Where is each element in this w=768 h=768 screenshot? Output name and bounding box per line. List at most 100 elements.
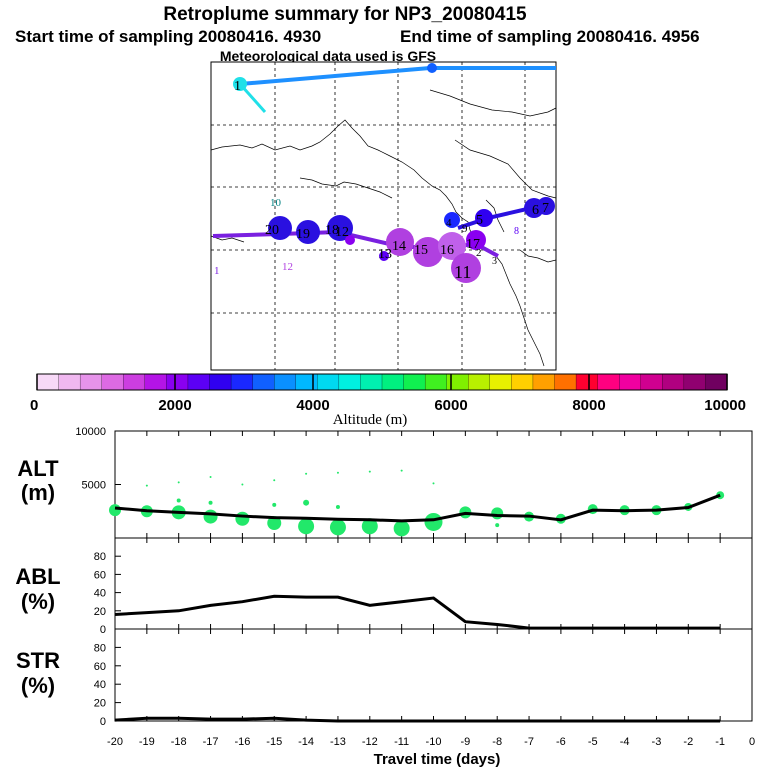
end-time-label: End time of sampling 20080416. 4956 <box>400 27 700 46</box>
str-y-tick-label: 80 <box>94 642 106 654</box>
abl-y-tick-label: 80 <box>94 551 106 563</box>
str-frame <box>114 628 753 722</box>
map-point <box>444 212 460 228</box>
colorbar-cell <box>360 373 383 391</box>
map-point <box>475 209 493 227</box>
map-label: 4 <box>446 217 452 229</box>
abl-label: ABL <box>15 564 60 589</box>
abl-y-tick-label: 40 <box>94 588 106 600</box>
colorbar-cell <box>230 373 254 391</box>
abl-y-tick-label: 60 <box>94 569 106 581</box>
map-label: 17 <box>466 237 480 252</box>
alt-scatter-point <box>303 499 310 506</box>
alt-scatter-point <box>495 523 500 528</box>
colorbar-cell <box>187 373 211 391</box>
map-label: 18 <box>325 223 339 238</box>
map-label: 20 <box>265 223 279 238</box>
map-label: 16 <box>440 243 454 258</box>
colorbar-cell <box>403 373 426 391</box>
colorbar-cell <box>252 373 275 391</box>
map-label: 12 <box>335 225 349 240</box>
alt-scatter-point <box>109 504 121 517</box>
alt-scatter-point <box>335 504 340 509</box>
str-unit: (%) <box>21 673 55 698</box>
colorbar-cell <box>144 373 168 391</box>
str-y-tick-label: 0 <box>100 716 106 728</box>
x-tick-label: -19 <box>139 736 155 748</box>
map-label: 7 <box>542 201 549 216</box>
str-line <box>114 716 721 723</box>
colorbar-cell <box>424 373 448 391</box>
x-tick-label: -6 <box>556 736 566 748</box>
colorbar-cell <box>166 373 189 391</box>
x-tick-label: -1 <box>715 736 725 748</box>
colorbar: 0 2000 4000 6000 8000 10000 Altitude (m) <box>30 373 746 428</box>
colorbar-cell <box>575 373 599 391</box>
trajectory-a-end <box>427 63 437 73</box>
x-tick-label: -7 <box>524 736 534 748</box>
alt-unit: (m) <box>21 480 55 505</box>
alt-scatter-point <box>177 481 180 484</box>
map-label: 5 <box>476 213 483 228</box>
colorbar-cell <box>209 373 232 391</box>
map-label: 15 <box>414 243 428 258</box>
map-label: 14 <box>392 239 406 254</box>
colorbar-cell <box>58 373 81 391</box>
alt-scatter-point <box>209 476 212 479</box>
str-y-tick-label: 20 <box>94 698 106 710</box>
coastlines <box>210 89 557 367</box>
alt-label: ALT <box>17 456 59 481</box>
alt-scatter-point <box>235 511 250 526</box>
map-label: 8 <box>514 226 519 237</box>
abl-frame <box>114 537 753 630</box>
colorbar-cell <box>532 373 556 391</box>
alt-scatter-point <box>272 502 277 507</box>
colorbar-cells <box>36 373 728 391</box>
abl-unit: (%) <box>21 589 55 614</box>
map-label: 12 <box>282 261 293 273</box>
map-label: 6 <box>532 203 539 218</box>
x-axis-title: Travel time (days) <box>374 751 501 768</box>
colorbar-tick-label: 0 <box>30 397 38 414</box>
x-tick-label: -8 <box>492 736 502 748</box>
colorbar-cell <box>274 373 297 391</box>
alt-panel: ALT (m) 10000 5000 <box>17 426 753 539</box>
x-tick-label: -11 <box>394 736 409 748</box>
colorbar-cell <box>705 373 728 391</box>
alt-scatter-point <box>432 482 435 485</box>
colorbar-cell <box>446 373 469 391</box>
colorbar-cell <box>317 373 340 391</box>
abl-y-tick-label: 20 <box>94 606 106 618</box>
colorbar-tick-label: 6000 <box>434 397 467 414</box>
alt-scatter-point <box>424 512 443 531</box>
colorbar-title: Altitude (m) <box>333 412 408 428</box>
map-label: 1 <box>234 79 241 94</box>
colorbar-cell <box>489 373 513 391</box>
colorbar-cell <box>640 373 663 391</box>
x-tick-label: -4 <box>620 736 630 748</box>
alt-scatter-point <box>305 472 308 475</box>
map-label: 9 <box>462 223 468 235</box>
x-tick-label: -16 <box>234 736 250 748</box>
alt-y-tick-label: 10000 <box>75 426 106 438</box>
x-tick-label: -17 <box>203 736 219 748</box>
alt-scatter-point <box>208 500 213 505</box>
x-tick-label: -5 <box>588 736 598 748</box>
colorbar-ticks: 0 2000 4000 6000 8000 10000 <box>30 374 746 414</box>
colorbar-tick-label: 10000 <box>704 397 746 414</box>
colorbar-tick-label: 2000 <box>158 397 191 414</box>
colorbar-cell <box>468 373 491 391</box>
map-label: 10 <box>270 197 282 209</box>
abl-panel: ABL (%) 80 60 40 20 0 <box>15 537 753 636</box>
alt-scatter-point <box>267 516 282 531</box>
x-tick-label: -10 <box>426 736 442 748</box>
colorbar-cell <box>36 373 60 391</box>
alt-scatter-point <box>176 498 181 503</box>
map-point <box>438 232 466 260</box>
abl-content: 80 60 40 20 0 <box>94 538 721 636</box>
str-label: STR <box>16 648 60 673</box>
map-point <box>268 216 292 240</box>
str-y-tick-label: 40 <box>94 679 106 691</box>
x-tick-label: -13 <box>330 736 346 748</box>
